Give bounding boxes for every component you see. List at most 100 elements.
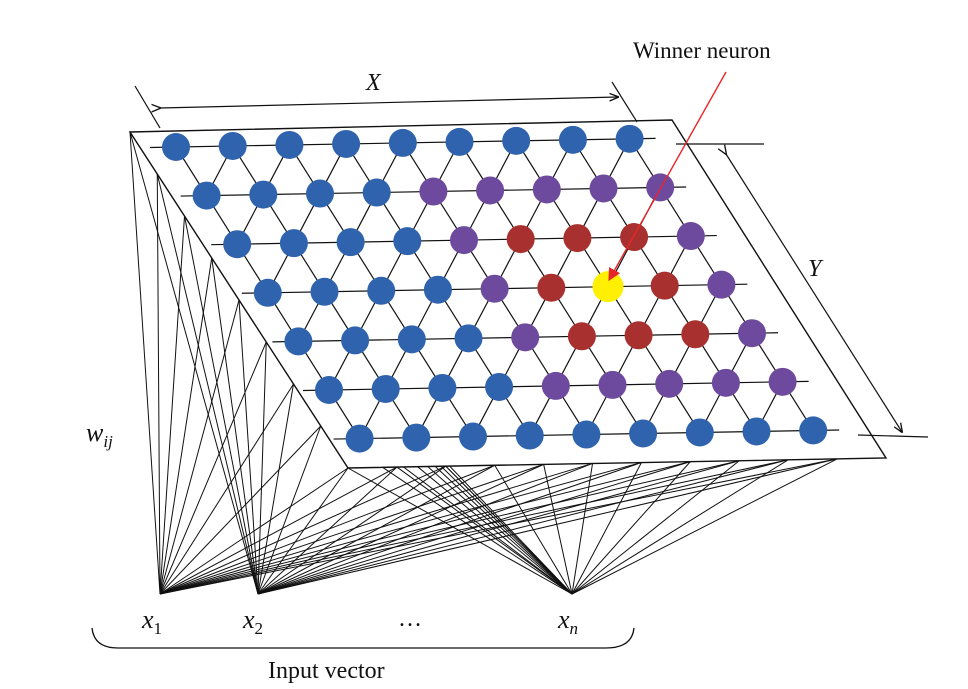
purple-neuron — [738, 319, 766, 348]
purple-neuron — [419, 177, 448, 206]
weight-line — [159, 425, 322, 595]
blue-neuron — [685, 418, 714, 447]
weight-line — [159, 461, 691, 595]
x-dimension-label: X — [365, 70, 382, 96]
weight-line — [211, 257, 259, 595]
blue-neuron — [249, 180, 278, 209]
weight-line — [571, 462, 642, 595]
red-neuron — [620, 223, 649, 252]
red-neuron — [563, 224, 592, 253]
weight-line — [159, 463, 544, 595]
weight-line — [257, 464, 495, 595]
weight-line — [257, 341, 267, 595]
weight-line — [257, 459, 789, 595]
blue-neuron — [629, 419, 658, 448]
blue-neuron — [279, 229, 308, 258]
weight-line — [156, 173, 161, 595]
weight-line — [159, 462, 642, 595]
blue-neuron — [572, 420, 601, 449]
weight-line — [257, 466, 398, 595]
weight-line — [129, 131, 259, 595]
weight-line — [257, 467, 349, 595]
x-dimension — [134, 81, 638, 129]
weight-line — [445, 465, 573, 595]
weight-line — [159, 299, 240, 595]
purple-neuron — [676, 222, 705, 251]
weight-line — [159, 459, 789, 595]
purple-neuron — [646, 173, 675, 202]
blue-neuron — [502, 126, 531, 155]
blue-neuron — [615, 124, 644, 153]
weight-line — [396, 466, 573, 595]
y-dimension — [676, 143, 929, 438]
weight-line — [159, 460, 740, 595]
purple-neuron — [711, 368, 740, 397]
weight-line — [257, 462, 642, 595]
weight-line — [184, 215, 259, 595]
purple-neuron — [480, 274, 509, 303]
blue-neuron — [397, 325, 426, 354]
weight-line — [129, 131, 161, 595]
blue-neuron — [306, 179, 334, 208]
weight-line — [238, 299, 259, 595]
input-xn-label: xn — [557, 605, 578, 638]
purple-neuron — [532, 175, 561, 204]
winner-neuron-label: Winner neuron — [633, 38, 771, 63]
blue-neuron — [367, 276, 396, 305]
input-ellipsis: … — [398, 606, 422, 632]
blue-neuron — [332, 129, 361, 158]
red-neuron — [650, 271, 679, 300]
blue-neuron — [459, 422, 487, 451]
weight-line — [571, 461, 691, 595]
red-neuron — [506, 225, 535, 254]
blue-neuron — [336, 228, 365, 257]
purple-neuron — [476, 176, 505, 205]
red-neuron — [567, 322, 596, 351]
weight-line — [257, 383, 294, 595]
blue-neuron — [445, 127, 474, 156]
purple-neuron — [598, 370, 627, 399]
weight-line — [159, 257, 213, 595]
weight-line — [571, 459, 789, 595]
blue-neuron — [275, 130, 304, 159]
blue-neuron — [310, 277, 339, 306]
purple-neuron — [768, 367, 797, 396]
weight-line — [494, 465, 573, 595]
purple-neuron — [707, 270, 736, 299]
blue-neuron — [402, 423, 431, 452]
blue-neuron — [428, 373, 457, 402]
purple-neuron — [655, 369, 684, 398]
winner-arrow — [608, 71, 727, 282]
purple-neuron — [589, 174, 618, 203]
blue-neuron — [558, 125, 587, 154]
weight-line — [159, 466, 398, 595]
purple-neuron — [541, 371, 570, 400]
map-plane — [128, 119, 888, 469]
weight-line — [159, 458, 838, 595]
blue-neuron — [345, 424, 374, 453]
weight-line — [159, 465, 447, 595]
weight-line — [257, 462, 593, 595]
blue-neuron — [742, 417, 771, 446]
blue-neuron — [423, 275, 452, 304]
weight-line — [543, 464, 573, 595]
weight-line — [159, 383, 294, 595]
weight-line — [347, 467, 573, 595]
blue-neuron — [162, 133, 190, 161]
weight-line — [257, 425, 322, 595]
red-neuron — [624, 321, 653, 350]
weight-line — [156, 173, 259, 595]
weight-line — [571, 463, 594, 595]
blue-neuron — [388, 128, 417, 157]
weight-line — [159, 462, 593, 595]
blue-neuron — [192, 181, 221, 210]
input-x2-label: x2 — [242, 605, 263, 638]
weight-line — [257, 463, 544, 595]
blue-neuron — [393, 227, 422, 256]
input-x1-label: x1 — [141, 605, 162, 638]
blue-neuron — [485, 372, 514, 401]
y-dimension-label: Y — [808, 256, 824, 282]
weight-line — [257, 461, 691, 595]
purple-neuron — [511, 323, 540, 352]
blue-neuron — [799, 416, 828, 445]
